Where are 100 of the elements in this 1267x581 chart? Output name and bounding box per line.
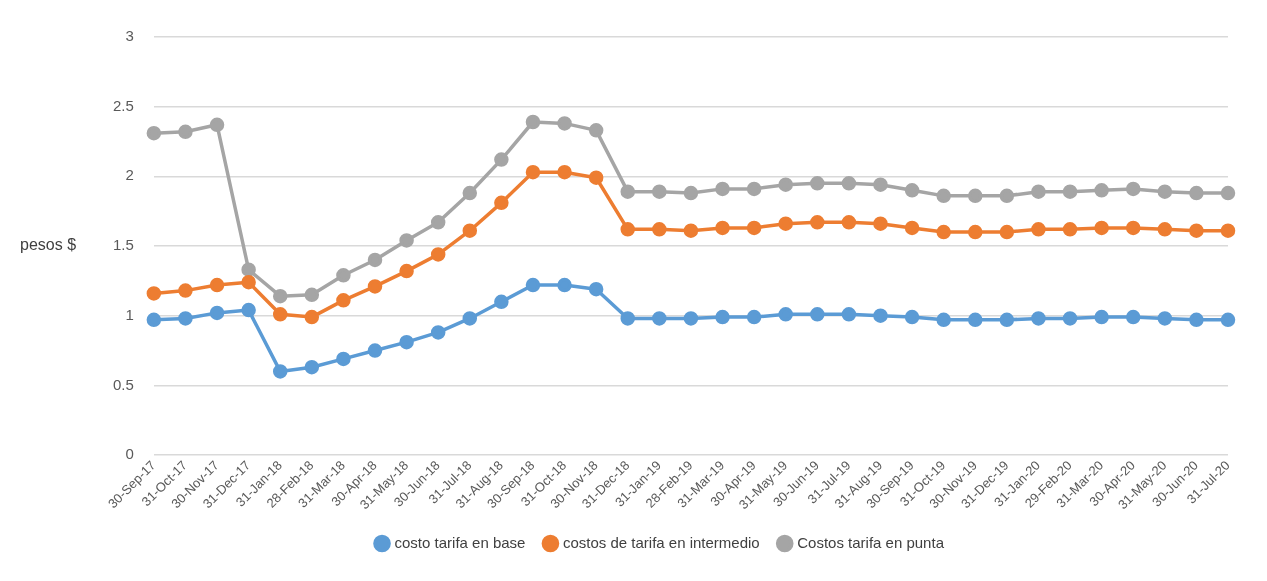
point [936,188,951,204]
point [715,181,730,197]
point [1220,185,1236,201]
point [588,170,604,185]
point [746,309,762,325]
point [810,307,825,322]
y-axis-title: pesos $ [20,236,77,254]
point [999,188,1015,204]
point [1189,312,1204,328]
point [462,311,478,326]
point [304,309,320,325]
point [494,294,509,309]
point [430,215,446,230]
point [999,312,1015,328]
point [873,177,888,192]
point [810,176,825,191]
point [178,283,193,298]
point [620,311,635,326]
point [430,247,446,262]
point [968,312,983,328]
point [683,311,699,326]
point [1220,223,1236,238]
point [241,302,256,318]
point [746,181,762,197]
point [525,114,541,130]
point [620,184,635,199]
point [494,152,509,167]
point [399,334,414,350]
point [1062,311,1078,326]
point [367,252,383,268]
point [1189,223,1204,238]
point [968,188,983,204]
point [1094,220,1109,236]
point [936,224,951,240]
point [462,223,478,238]
point [146,125,162,141]
point [778,307,793,322]
point [652,311,667,326]
y-tick-label: 2.5 [112,96,134,114]
point [904,309,920,325]
y-tick-label: 0 [125,445,134,463]
legend-label: costos de tarifa en intermedio [562,533,760,551]
point [904,220,920,236]
point [999,224,1015,240]
point [241,275,256,290]
point [810,215,825,230]
point [272,288,288,304]
y-tick-label: 3 [125,27,134,45]
point [1125,220,1141,236]
point [936,312,951,328]
point [841,307,857,322]
point [525,164,541,180]
point [1094,183,1109,198]
point [272,307,288,322]
y-tick-label: 1 [125,305,134,323]
point [178,124,193,139]
point [1062,184,1078,199]
point [904,183,920,198]
point [1220,312,1236,328]
point [1125,181,1141,197]
point [304,360,320,375]
point [778,177,793,192]
point [778,216,793,231]
point [557,277,572,293]
point [652,184,667,199]
point [367,279,383,294]
legend-label: Costos tarifa en punta [797,533,945,551]
point [178,311,193,326]
point [272,364,288,379]
point [430,325,446,340]
legend-label: costo tarifa en base [394,533,526,551]
point [209,305,225,321]
y-tick-label: 1.5 [112,236,134,254]
point [209,117,225,133]
point [1189,185,1204,201]
point [841,176,857,191]
point [146,286,162,301]
point [873,216,888,231]
point [715,309,730,325]
point [1157,222,1173,237]
point [873,308,888,323]
point [241,262,256,277]
point [683,185,699,201]
y-tick-label: 2 [125,166,134,184]
point [1157,184,1173,199]
point [1157,311,1173,326]
point [1094,309,1109,325]
point [146,312,162,328]
point [336,351,351,367]
point [620,222,635,237]
point [557,116,572,131]
point [715,220,730,236]
point [336,293,351,308]
point [1062,222,1078,237]
point [652,222,667,237]
point [1031,184,1046,199]
point [841,215,857,230]
point [399,233,414,248]
y-tick-label: 0.5 [112,375,134,393]
point [209,277,225,293]
